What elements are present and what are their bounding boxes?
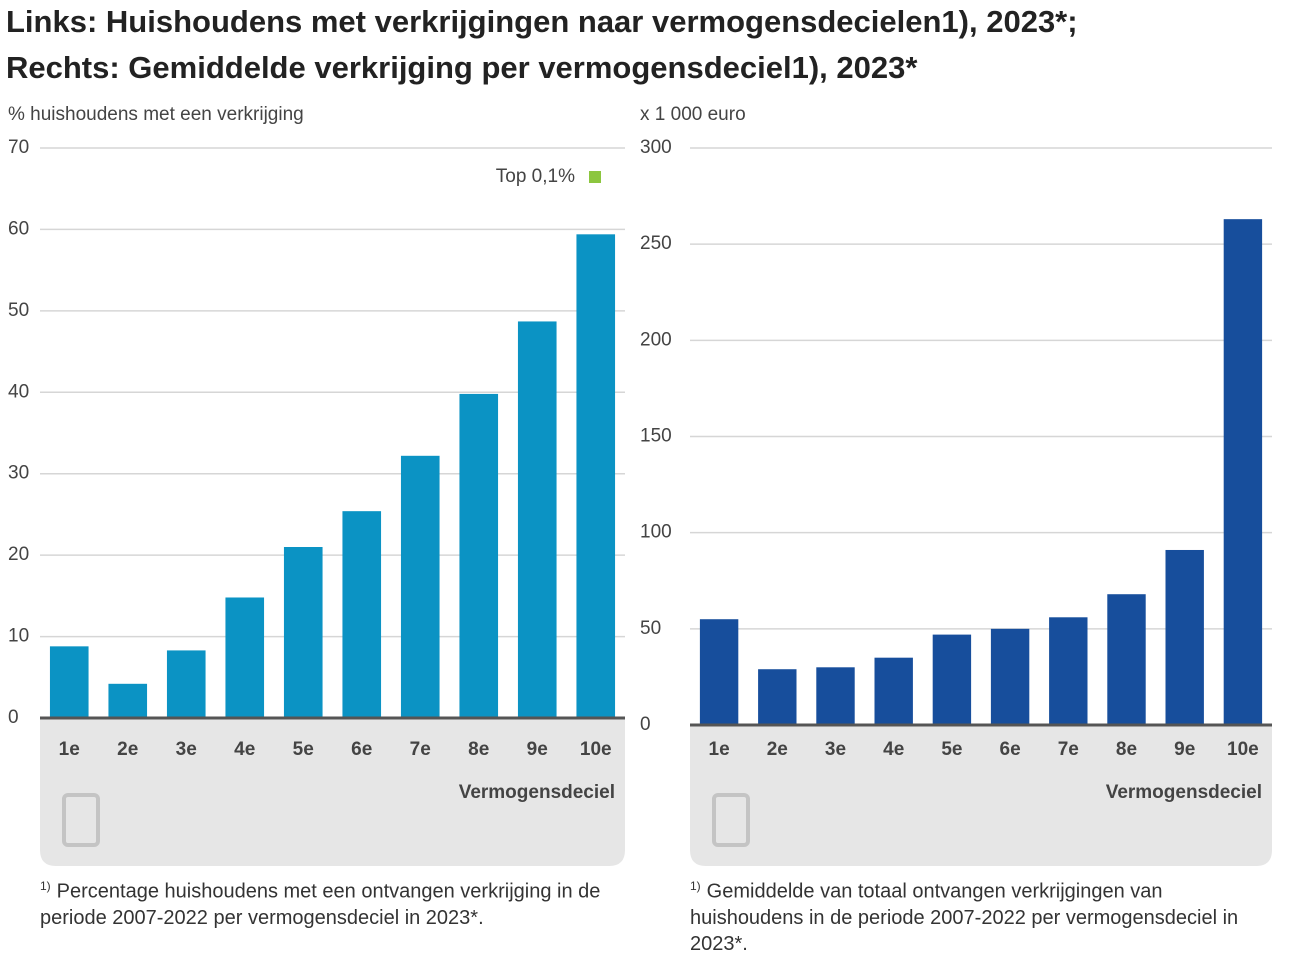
y-tick-label: 0 (640, 714, 651, 735)
y-tick-label: 20 (8, 544, 29, 565)
x-tick-label: 8e (1116, 739, 1137, 760)
footnote-text: Gemiddelde van totaal ontvangen verkrijg… (690, 880, 1239, 955)
bar (459, 393, 499, 718)
bar (699, 619, 739, 725)
y-tick-label: 10 (8, 626, 29, 647)
footnote-left: 1) Percentage huishoudens met een ontvang… (40, 873, 610, 931)
x-axis-label: Vermogensdeciel (1106, 782, 1262, 803)
x-tick-label: 1e (59, 739, 80, 760)
y-tick-label: 50 (8, 300, 29, 321)
x-tick-label: 8e (468, 739, 489, 760)
bar (108, 683, 148, 718)
y-tick-label: 60 (8, 218, 29, 239)
x-tick-label: 3e (176, 739, 197, 760)
x-tick-label: 3e (825, 739, 846, 760)
bar (758, 669, 797, 725)
y-tick-label: 200 (640, 329, 672, 350)
bar (517, 321, 557, 718)
bar (990, 628, 1030, 725)
bar (1107, 594, 1146, 725)
y-tick-label: 250 (640, 233, 672, 254)
y-tick-label: 0 (8, 707, 19, 728)
bar (1223, 219, 1263, 725)
bar (1165, 549, 1204, 725)
x-tick-label: 4e (234, 739, 255, 760)
bar (225, 597, 265, 718)
chart-title: Rechts: Gemiddelde verkrijging per vermo… (6, 50, 918, 85)
x-tick-label: 1e (709, 739, 730, 760)
bar (1049, 617, 1088, 725)
footnote-right: 1) Gemiddelde van totaal ontvangen verkri… (690, 873, 1260, 957)
y-tick-label: 100 (640, 522, 672, 543)
x-tick-label: 7e (1058, 739, 1079, 760)
bar (283, 547, 323, 718)
bar (166, 650, 206, 718)
x-tick-label: 4e (883, 739, 904, 760)
legend-label: Top 0,1% (496, 166, 575, 187)
x-tick-label: 6e (1000, 739, 1021, 760)
footnote-marker: 1) (40, 879, 51, 893)
x-tick-label: 10e (1227, 739, 1259, 760)
bar (400, 455, 440, 718)
x-tick-label: 5e (941, 739, 962, 760)
category-panel (40, 718, 625, 866)
x-axis-label: Vermogensdeciel (459, 782, 615, 803)
y-tick-label: 300 (640, 137, 672, 158)
bar (816, 667, 855, 725)
chart-title: Links: Huishoudens met verkrijgingen naa… (6, 4, 1078, 39)
category-panel (690, 725, 1272, 866)
y-tick-label: 70 (8, 137, 29, 158)
y-tick-label: 150 (640, 426, 672, 447)
bar (932, 634, 972, 725)
footnote-text: Percentage huishoudens met een ontvangen… (40, 880, 601, 929)
x-tick-label: 10e (580, 739, 612, 760)
logo (712, 793, 750, 847)
x-tick-label: 6e (351, 739, 372, 760)
y-axis-label: % huishoudens met een verkrijging (8, 104, 304, 125)
x-tick-label: 9e (527, 739, 548, 760)
bar (576, 234, 616, 719)
x-tick-label: 7e (410, 739, 431, 760)
x-tick-label: 2e (117, 739, 138, 760)
x-tick-label: 5e (293, 739, 314, 760)
footnote-marker: 1) (690, 879, 701, 893)
y-tick-label: 40 (8, 381, 29, 402)
logo (62, 793, 100, 847)
legend-swatch (589, 171, 601, 183)
x-tick-label: 9e (1174, 739, 1195, 760)
y-axis-label: x 1 000 euro (640, 104, 746, 125)
bar (49, 646, 89, 718)
bar (874, 657, 913, 725)
x-tick-label: 2e (767, 739, 788, 760)
bar (342, 511, 382, 718)
y-tick-label: 30 (8, 463, 29, 484)
y-tick-label: 50 (640, 618, 661, 639)
